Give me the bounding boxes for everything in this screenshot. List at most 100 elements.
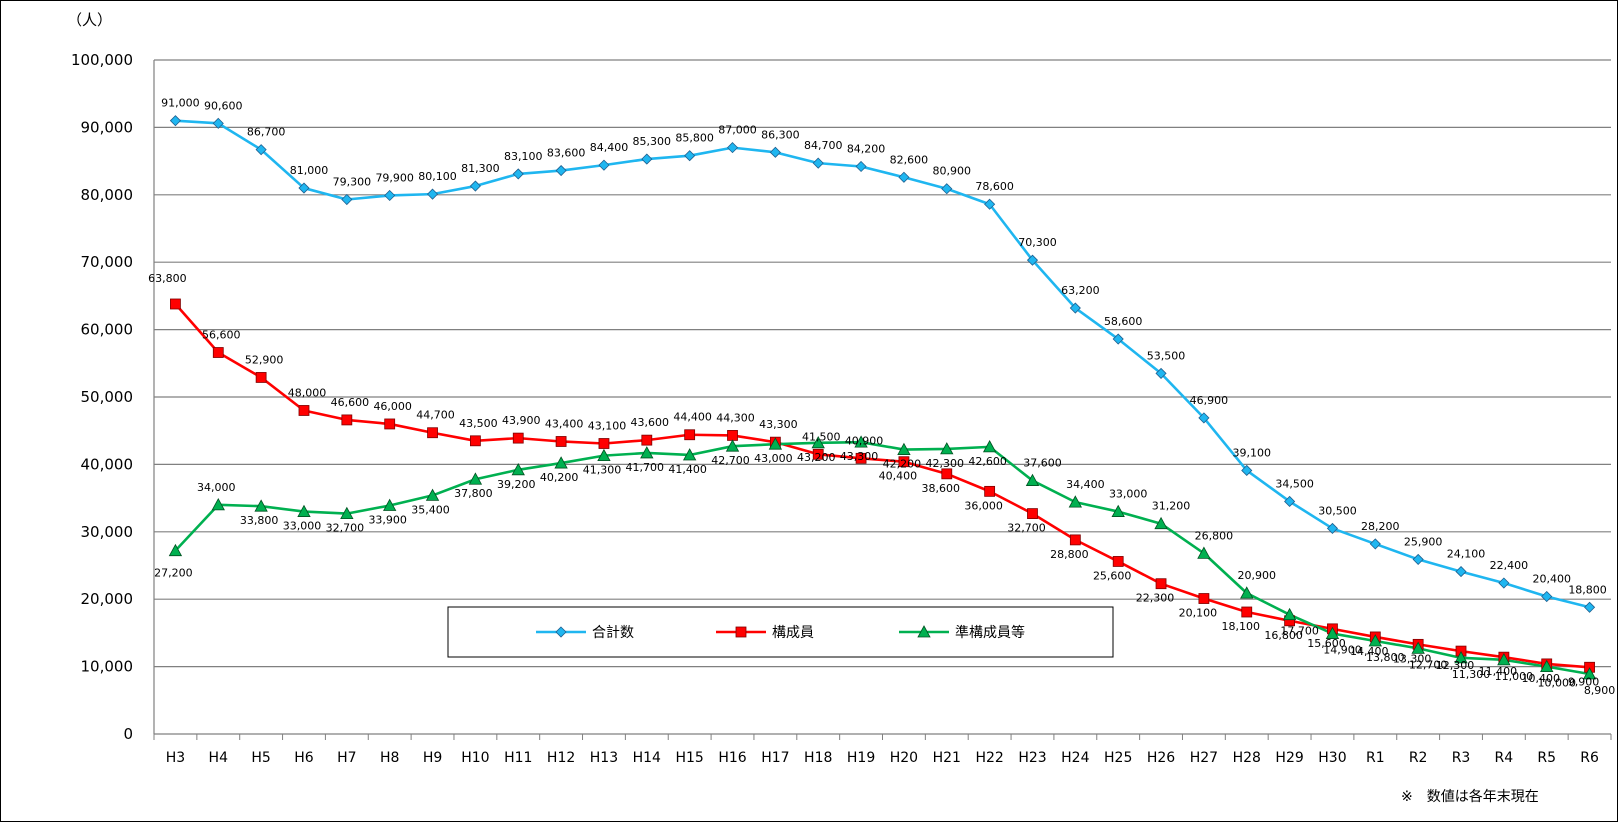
data-point-1 (1069, 302, 1081, 314)
x-tick-label: H22 (975, 750, 1003, 766)
data-label: 8,900 (1584, 684, 1616, 697)
data-label: 33,000 (1109, 488, 1148, 501)
x-tick-label: R3 (1452, 750, 1471, 766)
x-tick-label: H26 (1147, 750, 1175, 766)
x-tick-label: H17 (761, 750, 789, 766)
data-label: 78,600 (975, 180, 1014, 193)
x-tick-label: H28 (1233, 750, 1261, 766)
data-point-3 (768, 437, 783, 450)
data-label: 11,300 (1452, 668, 1491, 681)
x-tick-label: H5 (251, 750, 270, 766)
data-label: 43,600 (631, 416, 670, 429)
y-tick-label: 60,000 (81, 321, 134, 339)
data-point-2 (1069, 534, 1081, 546)
data-point-2 (255, 372, 267, 383)
x-tick-label: R6 (1580, 750, 1599, 766)
x-tick-label: H30 (1318, 750, 1346, 766)
x-tick-label: H14 (633, 750, 661, 766)
data-label: 81,300 (461, 162, 500, 175)
data-label: 33,900 (368, 514, 407, 527)
y-tick-label: 40,000 (81, 455, 134, 473)
data-label: 44,400 (673, 411, 712, 424)
data-label: 56,600 (202, 329, 241, 342)
data-point-1 (1541, 590, 1553, 603)
data-point-2 (898, 456, 910, 468)
x-tick-label: H24 (1061, 750, 1089, 766)
data-point-3 (1282, 607, 1297, 621)
data-point-3 (297, 504, 311, 517)
x-tick-label: R5 (1537, 750, 1556, 766)
data-point-3 (1368, 634, 1382, 647)
data-point-1 (726, 142, 739, 154)
x-tick-label: R1 (1366, 750, 1385, 766)
series-line-3 (174, 440, 1590, 676)
data-label: 87,000 (718, 124, 757, 137)
data-point-2 (512, 432, 524, 444)
data-point-2 (1155, 578, 1167, 590)
data-label: 18,100 (1222, 620, 1261, 633)
data-label: 43,300 (840, 450, 879, 463)
data-point-3 (897, 442, 911, 455)
data-point-3 (811, 435, 825, 449)
data-label: 37,600 (1023, 457, 1062, 470)
data-label: 20,100 (1179, 607, 1218, 620)
data-point-2 (384, 418, 396, 430)
data-label: 80,900 (933, 165, 972, 178)
data-label: 31,200 (1152, 500, 1191, 513)
x-tick-label: H15 (675, 750, 703, 766)
data-label: 14,900 (1323, 644, 1362, 657)
data-label: 12,300 (1436, 659, 1475, 672)
data-labels: 91,000 90,600 86,700 81,000 79,300 79,900 80,1… (148, 97, 1615, 697)
data-label: 44,300 (716, 411, 755, 424)
data-label: 36,000 (964, 499, 1003, 512)
data-point-3 (1497, 653, 1511, 666)
data-label: 80,100 (418, 170, 457, 183)
data-point-3 (854, 435, 868, 448)
data-point-3 (1068, 495, 1083, 508)
data-label: 43,100 (588, 420, 627, 433)
data-label: 39,100 (1233, 446, 1272, 459)
data-point-1 (984, 198, 996, 210)
legend-label: 合計数 (592, 625, 634, 641)
data-point-3 (1540, 659, 1554, 672)
data-label: 43,300 (759, 418, 798, 431)
data-point-3 (1411, 641, 1425, 654)
data-point-3 (640, 446, 654, 459)
data-point-1 (1241, 464, 1253, 477)
y-tick-label: 20,000 (81, 590, 134, 608)
data-label: 42,600 (968, 455, 1007, 468)
data-label: 32,700 (1007, 522, 1046, 535)
data-point-3 (1025, 473, 1040, 486)
data-point-2 (727, 430, 738, 441)
x-tick-label: R4 (1495, 750, 1514, 766)
data-label: 16,800 (1264, 629, 1303, 642)
data-label: 84,400 (590, 141, 629, 154)
data-label: 41,400 (668, 463, 707, 476)
data-point-2 (212, 347, 224, 358)
x-tick-label: H6 (294, 750, 314, 766)
y-tick-label: 100,000 (71, 51, 133, 69)
data-label: 12,700 (1409, 658, 1448, 671)
data-point-1 (684, 150, 696, 162)
x-tick-label: H11 (504, 750, 532, 766)
data-point-1 (255, 144, 267, 156)
data-label: 25,600 (1093, 569, 1132, 582)
data-point-3 (1111, 504, 1125, 517)
data-label: 32,700 (326, 522, 365, 535)
data-label: 90,600 (204, 99, 243, 112)
data-point-1 (212, 117, 224, 129)
data-label: 82,600 (890, 153, 929, 166)
data-label: 58,600 (1104, 315, 1143, 328)
data-label: 85,300 (633, 135, 672, 148)
data-point-2 (170, 298, 181, 310)
data-label: 13,300 (1393, 652, 1432, 665)
x-tick-label: H10 (461, 750, 489, 766)
legend-label: 準構成員等 (955, 624, 1025, 641)
legend-marker (917, 625, 931, 638)
data-point-3 (940, 442, 954, 455)
data-label: 42,700 (711, 454, 750, 467)
data-point-1 (1584, 601, 1596, 613)
data-label: 46,600 (331, 396, 370, 409)
data-label: 27,200 (154, 567, 193, 580)
